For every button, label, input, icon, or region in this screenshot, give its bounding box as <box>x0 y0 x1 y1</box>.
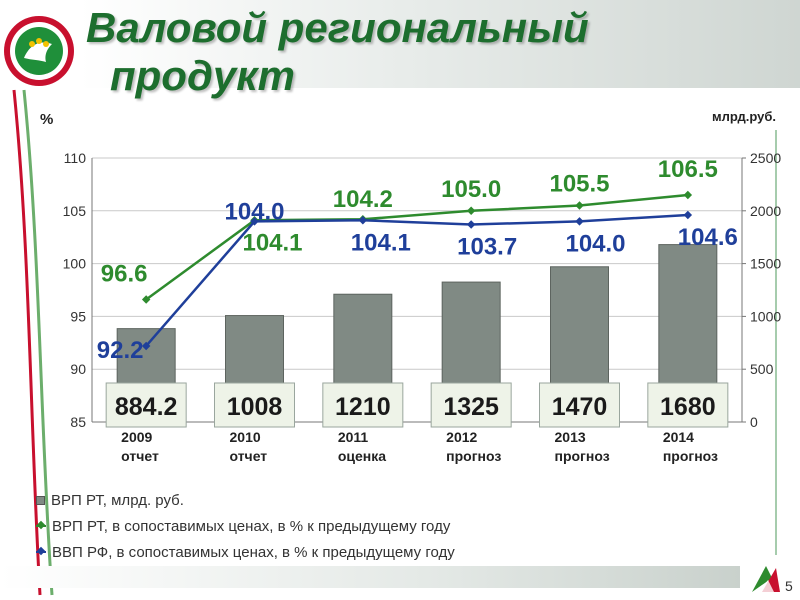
rt-series-data-label: 104.1 <box>242 229 302 256</box>
bar-value-label: 1680 <box>660 393 716 421</box>
bar-value-label: 1008 <box>227 393 283 421</box>
category-label: прогноз <box>555 448 610 464</box>
right-tick-label: 2000 <box>750 203 781 219</box>
right-tick-label: 500 <box>750 361 774 377</box>
axes <box>91 158 743 423</box>
legend-label-rf: ВВП РФ, в сопоставимых ценах, в % к пред… <box>52 543 455 561</box>
bars <box>116 244 718 423</box>
legend-item-rt: ВРП РТ, в сопоставимых ценах, в % к пред… <box>36 513 636 539</box>
rt-series-data-label: 104.2 <box>333 186 393 213</box>
tatarstan-emblem-icon <box>4 16 74 86</box>
rf-series-data-label: 104.0 <box>565 230 625 257</box>
rt-series-line <box>145 193 688 301</box>
rt-series-data-label: 96.6 <box>101 261 148 288</box>
category-label: отчет <box>230 448 268 464</box>
bar-value-box <box>539 382 620 428</box>
right-tick-label: 0 <box>750 414 758 430</box>
rf-series-data-label: 104.1 <box>351 229 411 256</box>
rf-series-point <box>575 217 584 226</box>
rt-series-point <box>141 295 151 304</box>
title-line-2: продукт <box>110 52 295 100</box>
rf-series-data-label: 103.7 <box>457 234 517 261</box>
category-label: прогноз <box>446 448 501 464</box>
rf-series-data-label: 92.2 <box>97 337 144 364</box>
rf-series-line <box>145 213 688 347</box>
category-label: прогноз <box>663 448 718 464</box>
left-tick-label: 85 <box>70 414 86 430</box>
right-axis-title: млрд.руб. <box>712 109 776 124</box>
page-title: Валовой региональный продукт <box>86 4 646 101</box>
bar-value-box <box>647 382 729 428</box>
bar-value-label: 884.2 <box>115 393 178 421</box>
right-tick-label: 1000 <box>750 308 781 324</box>
category-label: 2013 <box>555 429 586 445</box>
legend-key-rt <box>36 525 46 527</box>
left-swoosh-green <box>22 89 54 596</box>
rt-series-data-label: 106.5 <box>658 156 718 183</box>
rt-series-point <box>466 206 476 216</box>
rf-series-point <box>141 341 151 351</box>
series-lines <box>141 190 693 351</box>
bar-value-box <box>322 382 404 428</box>
gridlines: 85 90 95 100 105 110 0 500 1000 1500 2000 2500 <box>63 150 782 430</box>
legend-item-rf: ВВП РФ, в сопоставимых ценах, в % к пред… <box>36 539 636 565</box>
rt-series-data-label: 105.5 <box>549 171 609 198</box>
rt-series-point <box>683 190 693 200</box>
page-number: 5 <box>785 578 793 594</box>
left-tick-label: 90 <box>70 361 86 377</box>
category-label: 2010 <box>230 429 261 445</box>
bar-value-box <box>105 382 187 428</box>
legend-label-rt: ВРП РТ, в сопоставимых ценах, в % к пред… <box>52 517 451 535</box>
rt-series-data-label: 105.0 <box>441 176 501 203</box>
bar-value-box <box>430 382 512 428</box>
left-tick-label: 95 <box>70 308 86 324</box>
legend-key-rf <box>36 551 46 553</box>
right-tick-label: 2500 <box>750 150 781 166</box>
rt-series-point <box>575 201 584 210</box>
bar-value-label: 1470 <box>552 393 608 421</box>
title-band <box>80 0 800 88</box>
rf-series-point <box>358 216 368 225</box>
left-tick-label: 105 <box>63 203 87 219</box>
category-label: 2014 <box>663 429 694 445</box>
bar-value-box <box>214 382 295 428</box>
tatarstan-mini-logo-icon <box>752 566 780 592</box>
legend-item-bar: ВРП РТ, млрд. руб. <box>36 487 636 513</box>
category-label: 2009 <box>121 429 152 445</box>
rf-series-point <box>250 217 259 226</box>
bottom-band <box>0 566 740 588</box>
data-labels: 2009 отчет 2010 отчет 2011 оценка 2012 прогноз 2… <box>97 156 738 464</box>
category-label: оценка <box>338 448 386 464</box>
left-tick-label: 100 <box>63 256 87 272</box>
left-tick-label: 110 <box>64 150 87 166</box>
rf-series-data-label: 104.0 <box>224 198 284 225</box>
bar-value-label: 1210 <box>335 393 391 421</box>
right-tick-label: 1500 <box>750 256 781 272</box>
legend-label-bar: ВРП РТ, млрд. руб. <box>51 491 184 509</box>
left-swoosh-red <box>12 89 42 596</box>
category-label: 2011 <box>338 429 369 445</box>
category-label: отчет <box>121 448 159 464</box>
rf-series-point <box>683 210 693 220</box>
chart-legend: ВРП РТ, млрд. руб. ВРП РТ, в сопоставимы… <box>36 487 636 565</box>
left-axis-title: % <box>40 111 53 128</box>
bar-value-label: 1325 <box>443 393 499 421</box>
legend-key-bar <box>36 495 45 505</box>
title-line-1: Валовой региональный <box>86 4 589 51</box>
category-label: 2012 <box>446 429 477 445</box>
rf-series-data-label: 104.6 <box>678 224 738 251</box>
rf-series-point <box>466 220 476 229</box>
